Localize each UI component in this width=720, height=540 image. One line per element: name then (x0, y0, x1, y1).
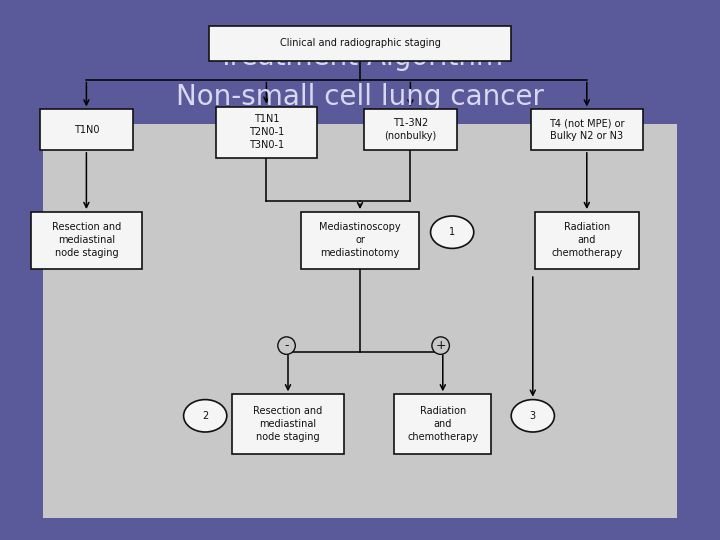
Bar (395, 394, 491, 454)
Bar (216, 106, 317, 158)
Text: T4 (not MPE) or
Bulky N2 or N3: T4 (not MPE) or Bulky N2 or N3 (549, 118, 624, 141)
Text: Non-small cell lung cancer: Non-small cell lung cancer (176, 83, 544, 111)
Circle shape (511, 400, 554, 432)
Text: Resection and
mediastinal
node staging: Resection and mediastinal node staging (253, 406, 323, 442)
Text: Treatment Algorithm: Treatment Algorithm (217, 43, 503, 71)
Text: Radiation
and
chemotherapy: Radiation and chemotherapy (552, 222, 622, 258)
Text: +: + (436, 339, 446, 352)
Text: 3: 3 (530, 411, 536, 421)
Text: T1N1
T2N0-1
T3N0-1: T1N1 T2N0-1 T3N0-1 (249, 114, 284, 150)
Circle shape (431, 216, 474, 248)
Text: -: - (284, 339, 289, 352)
Text: 1: 1 (449, 227, 455, 237)
Text: 2: 2 (202, 411, 208, 421)
Text: Radiation
and
chemotherapy: Radiation and chemotherapy (408, 406, 478, 442)
Bar (364, 109, 457, 150)
Bar (209, 25, 511, 60)
Bar (534, 212, 639, 268)
Bar (40, 109, 133, 150)
Text: Mediastinoscopy
or
mediastinotomy: Mediastinoscopy or mediastinotomy (319, 222, 401, 258)
Text: Resection and
mediastinal
node staging: Resection and mediastinal node staging (52, 222, 121, 258)
Bar (531, 109, 643, 150)
Bar (30, 212, 143, 268)
Text: T1N0: T1N0 (73, 125, 99, 134)
Text: Clinical and radiographic staging: Clinical and radiographic staging (279, 38, 441, 48)
Text: T1-3N2
(nonbulky): T1-3N2 (nonbulky) (384, 118, 436, 141)
Bar (301, 212, 419, 268)
Bar (43, 124, 677, 518)
Bar (232, 394, 344, 454)
Circle shape (184, 400, 227, 432)
